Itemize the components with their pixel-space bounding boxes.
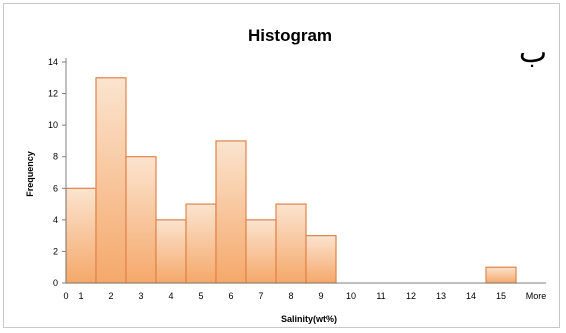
histogram-bar-5 — [185, 203, 217, 284]
x-tick-label: 0 — [63, 291, 68, 301]
y-axis-title: Frequency — [25, 151, 35, 197]
x-tick-label: More — [526, 291, 547, 301]
corner-label: ب — [519, 36, 547, 69]
histogram-bar-7 — [245, 219, 277, 284]
histogram-bar-9 — [305, 235, 337, 284]
x-tick-label: 13 — [436, 291, 446, 301]
x-tick-label: 5 — [198, 291, 203, 301]
x-tick-label: 15 — [496, 291, 506, 301]
x-tick-label: 1 — [78, 291, 83, 301]
histogram-bar-1 — [65, 187, 97, 284]
y-tick-label: 8 — [53, 152, 58, 162]
y-tick-label: 10 — [48, 120, 58, 130]
histogram-bar-8 — [275, 203, 307, 284]
x-tick-label: 11 — [376, 291, 385, 301]
histogram-bar-15 — [485, 266, 517, 284]
x-tick-label: 3 — [138, 291, 143, 301]
x-axis-title: Salinity(wt%) — [281, 314, 337, 324]
x-tick-label: 4 — [168, 291, 173, 301]
histogram-bar-3 — [125, 156, 157, 284]
x-tick-label: 7 — [258, 291, 263, 301]
y-tick-label: 6 — [53, 183, 58, 193]
x-tick-label: 6 — [228, 291, 233, 301]
histogram-bar-6 — [215, 140, 247, 284]
x-tick-label: 8 — [288, 291, 293, 301]
x-tick-label: 14 — [466, 291, 476, 301]
x-tick-label: 10 — [346, 291, 356, 301]
histogram-bar-4 — [155, 219, 187, 284]
x-tick-label: 12 — [406, 291, 416, 301]
x-tick-label: 9 — [318, 291, 323, 301]
y-tick-label: 0 — [53, 278, 58, 288]
y-tick-label: 12 — [48, 89, 58, 99]
chart-title: Histogram — [248, 26, 332, 45]
y-tick-label: 4 — [53, 215, 58, 225]
histogram-bar-2 — [95, 77, 127, 284]
x-tick-label: 2 — [108, 291, 113, 301]
y-tick-label: 2 — [53, 246, 58, 256]
y-tick-label: 14 — [48, 57, 58, 67]
